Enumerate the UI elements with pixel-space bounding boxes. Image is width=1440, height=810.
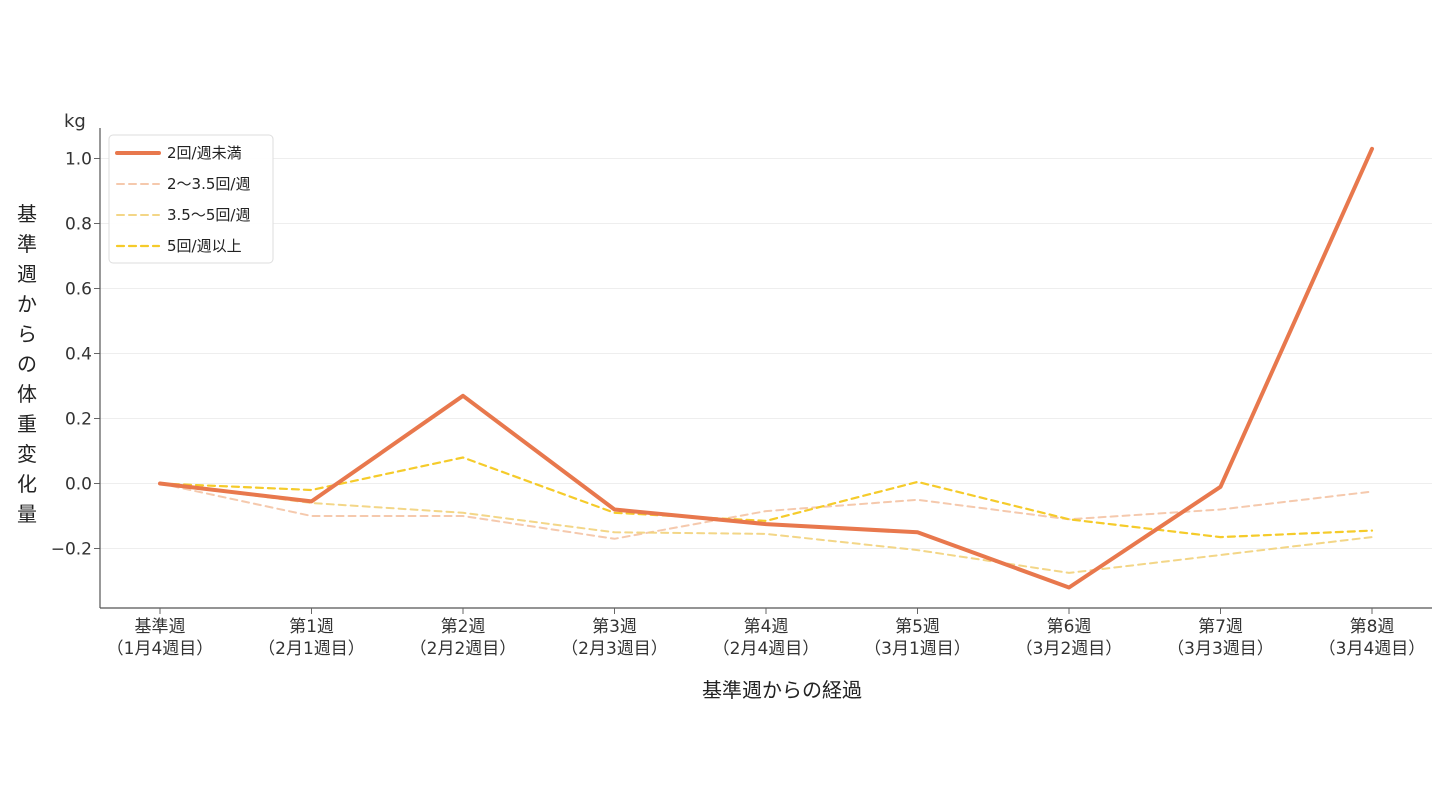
series-line-3	[159, 482, 1373, 574]
x-tick-label: 第4週	[744, 617, 789, 637]
legend-box	[108, 134, 274, 264]
y-tick-label: 0.6	[65, 280, 92, 300]
x-tick-sublabel: （3月1週目）	[864, 639, 971, 659]
series-line-2	[159, 482, 1373, 540]
x-axis-label: 基準週からの経過	[702, 678, 862, 702]
grid-lines	[100, 158, 1432, 549]
x-tick-sublabel: （2月2週目）	[410, 639, 517, 659]
y-tick-label: 0.8	[65, 215, 92, 235]
x-tick-label: 第2週	[441, 617, 486, 637]
legend: 2回/週未満 2〜3.5回/週 3.5〜5回/週 5回/週以上	[108, 134, 274, 264]
x-tick-sublabel: （3月3週目）	[1167, 639, 1274, 659]
x-tick-label: 基準週	[135, 617, 186, 637]
x-tick-label: 第6週	[1047, 617, 1092, 637]
y-tick-label: 1.0	[65, 150, 92, 170]
x-tick-sublabel: （3月4週目）	[1319, 639, 1426, 659]
legend-label: 5回/週以上	[167, 237, 242, 255]
axis-labels: kg 基準週からの経過 基準週からの体重変化量	[17, 111, 862, 702]
x-tick-sublabel: （2月3週目）	[561, 639, 668, 659]
series-line-1	[158, 146, 1374, 590]
x-tick-label: 第5週	[895, 617, 940, 637]
y-unit-label: kg	[64, 111, 86, 132]
y-tick-label: 0.0	[65, 475, 92, 495]
y-tick-label: 0.2	[65, 410, 92, 430]
legend-label: 2回/週未満	[167, 144, 242, 162]
y-axis-label: 基準週からの体重変化量	[17, 202, 37, 526]
x-tick-label: 第3週	[592, 617, 637, 637]
legend-label: 3.5〜5回/週	[167, 206, 250, 224]
legend-label: 2〜3.5回/週	[167, 175, 250, 193]
series-line-4	[158, 456, 1374, 539]
x-tick-sublabel: （3月2週目）	[1016, 639, 1123, 659]
x-tick-sublabel: （2月4週目）	[713, 639, 820, 659]
x-tick-label: 第7週	[1198, 617, 1243, 637]
x-tick-sublabel: （2月1週目）	[258, 639, 365, 659]
x-tick-label: 第8週	[1350, 617, 1395, 637]
series-lines	[158, 146, 1374, 590]
x-tick-label: 第1週	[289, 617, 334, 637]
y-tick-label: 0.4	[65, 345, 92, 365]
axes: −0.2 0.0 0.2 0.4 0.6 0.8 1.0 基準週（1月4週目） 第1週（2月1週…	[51, 128, 1432, 659]
y-tick-label: −0.2	[51, 540, 92, 560]
x-tick-sublabel: （1月4週目）	[107, 639, 214, 659]
